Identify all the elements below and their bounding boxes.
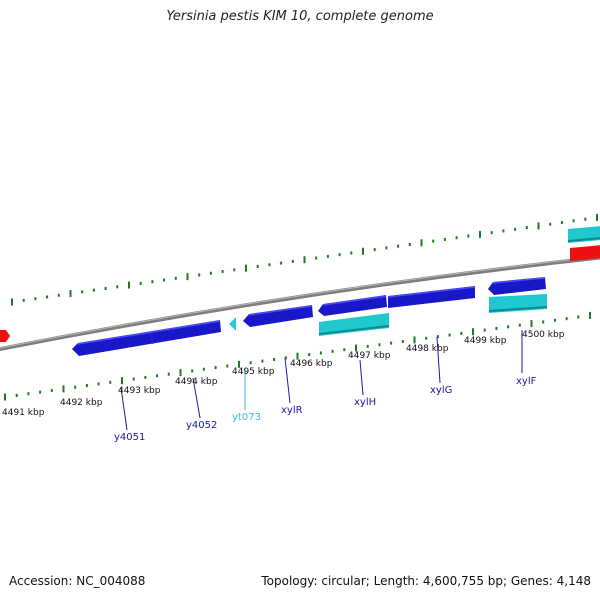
feature-xylG[interactable] bbox=[388, 286, 475, 308]
tick-label-1: 4492 kbp bbox=[60, 398, 103, 408]
feature-y4051-shade bbox=[77, 320, 221, 345]
outer-tick-row bbox=[11, 213, 598, 306]
tick-label-5: 4496 kbp bbox=[290, 359, 333, 369]
tick-label-9: 4500 kbp bbox=[522, 330, 565, 340]
tick-label-2: 4493 kbp bbox=[118, 386, 161, 396]
feature-xylH-shade bbox=[322, 295, 387, 306]
feature-cyan-2-edge bbox=[488, 306, 548, 312]
genome-backbone bbox=[0, 255, 600, 352]
gene-leader-lines bbox=[120, 330, 523, 431]
gene-label-xylR[interactable]: xylR bbox=[281, 405, 303, 416]
feature-red-right[interactable] bbox=[570, 245, 600, 261]
inner-tick-row bbox=[4, 311, 591, 401]
gene-leader-xylH bbox=[359, 359, 364, 396]
gene-label-y4051[interactable]: y4051 bbox=[114, 432, 145, 443]
feature-xylF[interactable] bbox=[488, 277, 546, 295]
map-title: Yersinia pestis KIM 10, complete genome bbox=[166, 9, 434, 24]
feature-xylR[interactable] bbox=[243, 305, 313, 327]
gene-leader-y4052 bbox=[192, 377, 201, 419]
feature-cyan-right-edge bbox=[567, 237, 600, 242]
tick-label-7: 4498 kbp bbox=[406, 344, 449, 354]
tick-labels: 4491 kbp 4492 kbp 4493 kbp 4494 kbp 4495 kbp… bbox=[2, 330, 565, 418]
gene-label-xylG[interactable]: xylG bbox=[430, 385, 452, 396]
feature-xylH[interactable] bbox=[318, 295, 387, 316]
feature-yt073[interactable] bbox=[229, 317, 236, 331]
feature-y4051-shade-2 bbox=[149, 332, 154, 345]
tick-label-3: 4494 kbp bbox=[175, 377, 218, 387]
feature-red-left[interactable] bbox=[0, 330, 10, 342]
gene-leader-y4051 bbox=[120, 387, 128, 431]
feature-xylG-shade bbox=[387, 286, 476, 298]
feature-xylF-shade bbox=[492, 277, 546, 284]
feature-xylR-shade bbox=[248, 305, 313, 316]
accession-label: Accession: NC_004088 bbox=[9, 574, 146, 588]
gene-labels: y4051 y4052 yt073 xylR xylH xylG xylF bbox=[114, 376, 537, 443]
tick-label-4: 4495 kbp bbox=[232, 367, 275, 377]
tick-label-6: 4497 kbp bbox=[348, 351, 391, 361]
feature-y4051[interactable] bbox=[72, 320, 221, 356]
gene-label-xylF[interactable]: xylF bbox=[516, 376, 537, 387]
gene-label-y4052[interactable]: y4052 bbox=[186, 420, 217, 431]
gene-leader-xylG bbox=[436, 336, 441, 384]
feature-track bbox=[0, 226, 600, 356]
tick-label-0: 4491 kbp bbox=[2, 408, 45, 418]
feature-cyan-1-edge bbox=[318, 325, 390, 335]
genome-backbone-highlight bbox=[0, 256, 600, 349]
gene-label-yt073[interactable]: yt073 bbox=[232, 412, 261, 423]
tick-label-8: 4499 kbp bbox=[464, 336, 507, 346]
feature-cyan-1[interactable] bbox=[319, 313, 389, 336]
gene-label-xylH[interactable]: xylH bbox=[354, 397, 376, 408]
genome-summary-label: Topology: circular; Length: 4,600,755 bp… bbox=[261, 574, 591, 588]
gene-leader-xylR bbox=[284, 357, 291, 404]
